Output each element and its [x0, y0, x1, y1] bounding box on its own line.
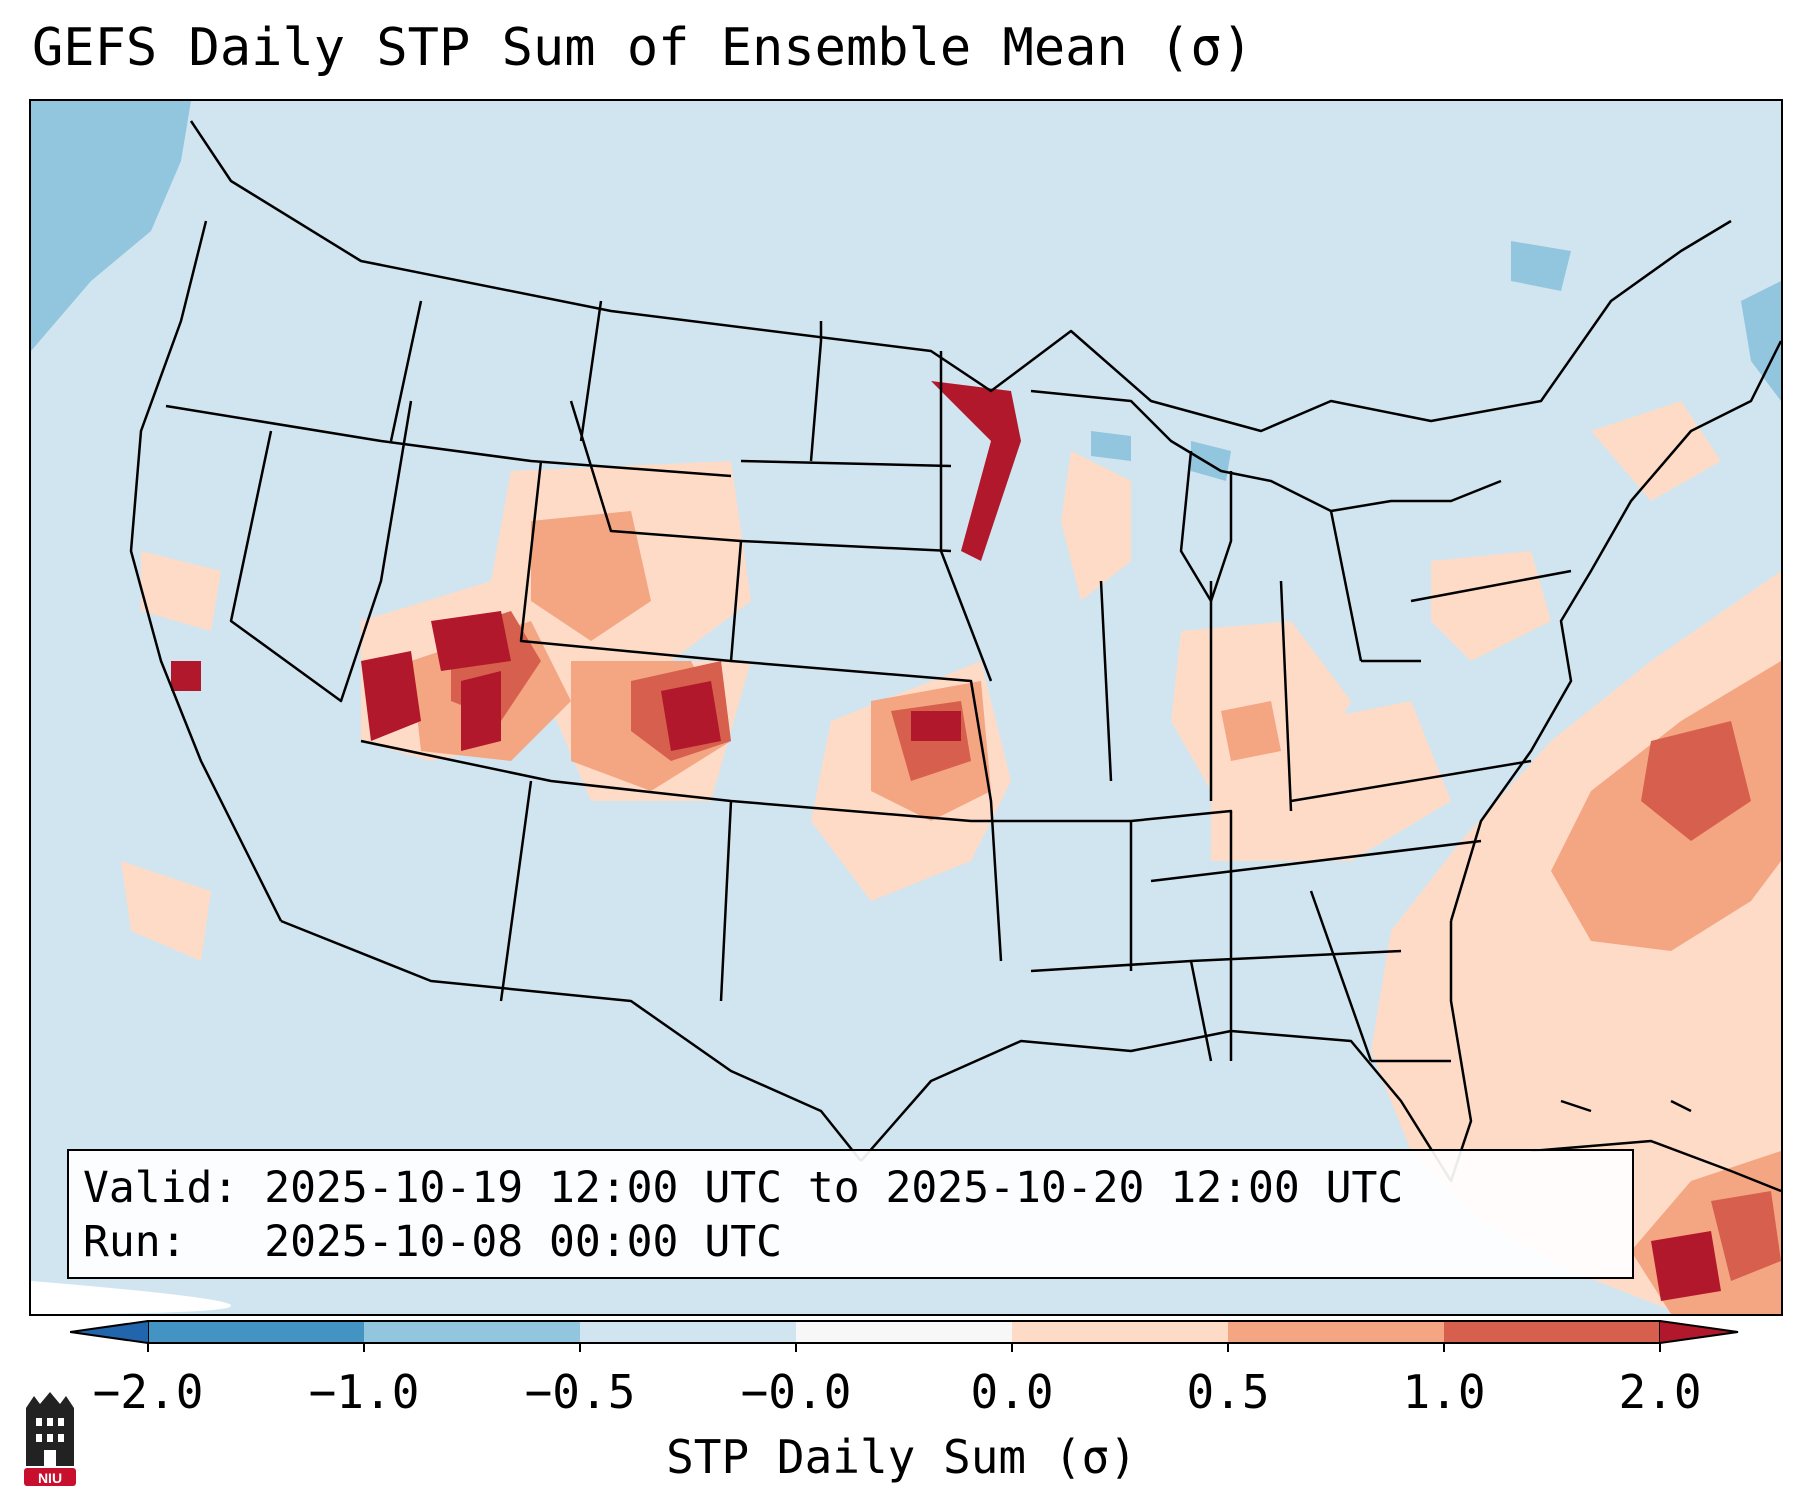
us-canada-border	[189, 120, 1732, 433]
colorbar-segment	[1012, 1321, 1229, 1343]
colorbar-tick-label: −1.0	[308, 1365, 420, 1419]
colorbar-tick-label: −0.0	[740, 1365, 852, 1419]
cuba-bahamas	[1530, 1099, 1781, 1193]
validity-info-box: Valid: 2025-10-19 12:00 UTC to 2025-10-2…	[67, 1149, 1634, 1279]
colorbar-max-extend	[1659, 1320, 1739, 1344]
colorbar-segment	[1228, 1321, 1445, 1343]
east-coast	[1449, 340, 1781, 922]
colorbar-segment	[148, 1321, 365, 1343]
colorbar-segment	[580, 1321, 797, 1343]
map-panel	[29, 99, 1783, 1316]
map-canvas	[31, 101, 1781, 1314]
colorbar-segment	[364, 1321, 581, 1343]
colorbar-tick-label: 2.0	[1618, 1365, 1702, 1419]
negative-anomaly-patches	[31, 101, 1781, 481]
positive-anomaly-extreme	[171, 381, 1721, 1301]
valid-time-text: Valid: 2025-10-19 12:00 UTC to 2025-10-2…	[83, 1163, 1404, 1213]
colorbar	[70, 1320, 1739, 1352]
geographic-boundaries	[129, 120, 1781, 1193]
colorbar-tick-label: 0.5	[1186, 1365, 1270, 1419]
projection-edge-sw	[31, 1281, 231, 1314]
colorbar-label: STP Daily Sum (σ)	[666, 1430, 1137, 1484]
state-lines-west	[165, 300, 972, 1002]
niu-logo: NIU	[24, 1392, 76, 1486]
colorbar-segment	[1444, 1321, 1661, 1343]
run-time-text: Run: 2025-10-08 00:00 UTC	[83, 1217, 782, 1267]
west-coast	[129, 220, 283, 922]
svg-text:NIU: NIU	[38, 1470, 62, 1486]
colorbar-tick-label: 0.0	[970, 1365, 1054, 1419]
gulf-coast	[860, 921, 1473, 1183]
colorbar-tick-label: 1.0	[1402, 1365, 1486, 1419]
great-lakes	[1030, 389, 1502, 513]
chart-title: GEFS Daily STP Sum of Ensemble Mean (σ)	[32, 18, 1253, 78]
colorbar-min-extend	[70, 1320, 149, 1344]
state-lines-central	[730, 351, 1402, 1062]
colorbar-tick-label: −0.5	[524, 1365, 636, 1419]
colorbar-tick-label: −2.0	[92, 1365, 204, 1419]
colorbar-segment	[796, 1321, 1013, 1343]
university-building-icon	[26, 1392, 74, 1466]
state-lines-east	[1099, 510, 1572, 1063]
mexico-border	[280, 919, 862, 1162]
